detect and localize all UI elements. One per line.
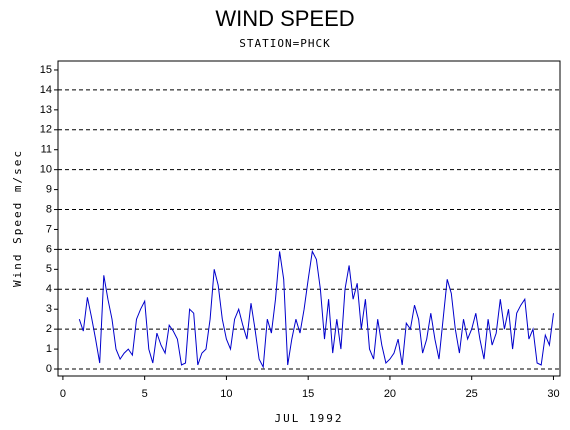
x-tick-label: 5	[142, 388, 148, 400]
y-tick-label: 5	[46, 263, 52, 275]
plot-frame	[57, 60, 561, 377]
x-tick-label: 20	[384, 388, 396, 400]
y-tick-label: 9	[46, 183, 52, 195]
y-tick-label: 6	[46, 243, 52, 255]
y-tick-label: 2	[46, 323, 52, 335]
x-tick-label: 10	[220, 388, 232, 400]
y-tick-label: 1	[46, 343, 52, 355]
x-tick-label: 15	[302, 388, 314, 400]
chart-subtitle: STATION=PHCK	[239, 37, 330, 50]
x-tick-label: 25	[466, 388, 478, 400]
x-tick-label: 0	[60, 388, 66, 400]
y-tick-label: 12	[40, 124, 52, 136]
y-tick-label: 0	[46, 363, 52, 375]
chart-title: WIND SPEED	[215, 6, 354, 31]
y-tick-label: 10	[40, 164, 52, 176]
y-tick-label: 8	[46, 203, 52, 215]
y-tick-label: 15	[40, 64, 52, 76]
y-axis-label: Wind Speed m/sec	[11, 149, 24, 287]
y-tick-label: 7	[46, 223, 52, 235]
x-axis-label: JUL 1992	[275, 412, 344, 425]
y-tick-label: 14	[40, 84, 52, 96]
data-line	[78, 249, 554, 369]
y-tick-label: 13	[40, 104, 52, 116]
x-tick-label: 30	[547, 388, 559, 400]
y-tick-label: 11	[41, 144, 52, 156]
y-tick-label: 3	[46, 303, 52, 315]
y-tick-label: 4	[46, 283, 52, 295]
